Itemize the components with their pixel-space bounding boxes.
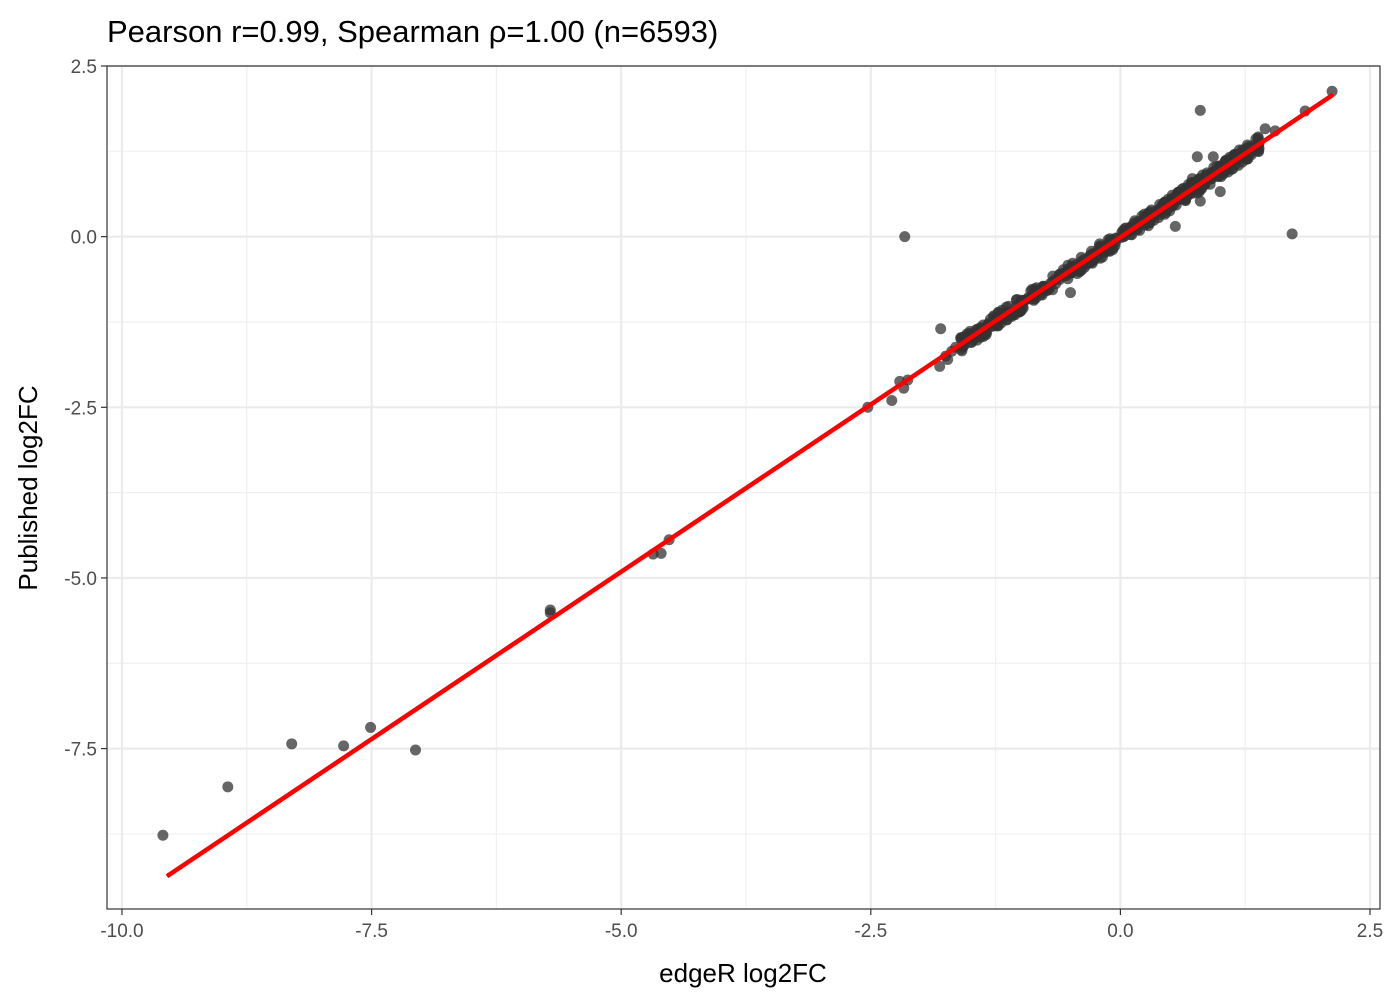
data-point [222, 781, 234, 793]
data-point [365, 721, 377, 733]
x-tick-label: -10.0 [100, 921, 143, 942]
data-point [286, 738, 298, 750]
x-tick-label: -5.0 [605, 921, 638, 942]
data-point [544, 604, 556, 616]
grid-major [107, 64, 1380, 909]
chart-title: Pearson r=0.99, Spearman ρ=1.00 (n=6593) [107, 14, 718, 49]
data-point [338, 740, 350, 752]
y-tick-label: -7.5 [64, 740, 97, 761]
x-tick-label: -2.5 [854, 921, 887, 942]
data-point [899, 231, 911, 243]
y-tick-label: -5.0 [64, 569, 97, 590]
data-point [935, 323, 947, 335]
fit-line [165, 92, 1335, 879]
data-point [1064, 287, 1076, 299]
data-point [1194, 195, 1206, 207]
data-point [1286, 228, 1298, 240]
data-point [1259, 123, 1271, 135]
data-point [1207, 151, 1219, 163]
y-tick-label: 0.0 [71, 228, 97, 249]
x-tick-label: 2.5 [1357, 921, 1383, 942]
data-point [1191, 151, 1203, 163]
x-tick-label: 0.0 [1107, 921, 1133, 942]
data-point [410, 744, 422, 756]
plot-border [106, 65, 1381, 910]
data-point [1326, 85, 1338, 97]
y-tick-label: -2.5 [64, 398, 97, 419]
data-point [1107, 244, 1119, 256]
y-tick-label: 2.5 [71, 57, 97, 78]
data-point [1169, 220, 1181, 232]
data-point [934, 360, 946, 372]
x-axis: -10.0 -7.5 -5.0 -2.5 0.0 2.5 [100, 909, 1383, 942]
data-point [157, 829, 169, 841]
y-axis-title: Published log2FC [13, 385, 43, 590]
data-point [886, 394, 898, 406]
x-axis-title: edgeR log2FC [659, 958, 827, 988]
data-point [1214, 186, 1226, 198]
y-axis: 2.5 0.0 -2.5 -5.0 -7.5 [64, 57, 107, 761]
x-tick-label: -7.5 [355, 921, 388, 942]
data-point [655, 547, 667, 559]
data-point [1194, 104, 1206, 116]
fit-line-layer [165, 92, 1335, 879]
